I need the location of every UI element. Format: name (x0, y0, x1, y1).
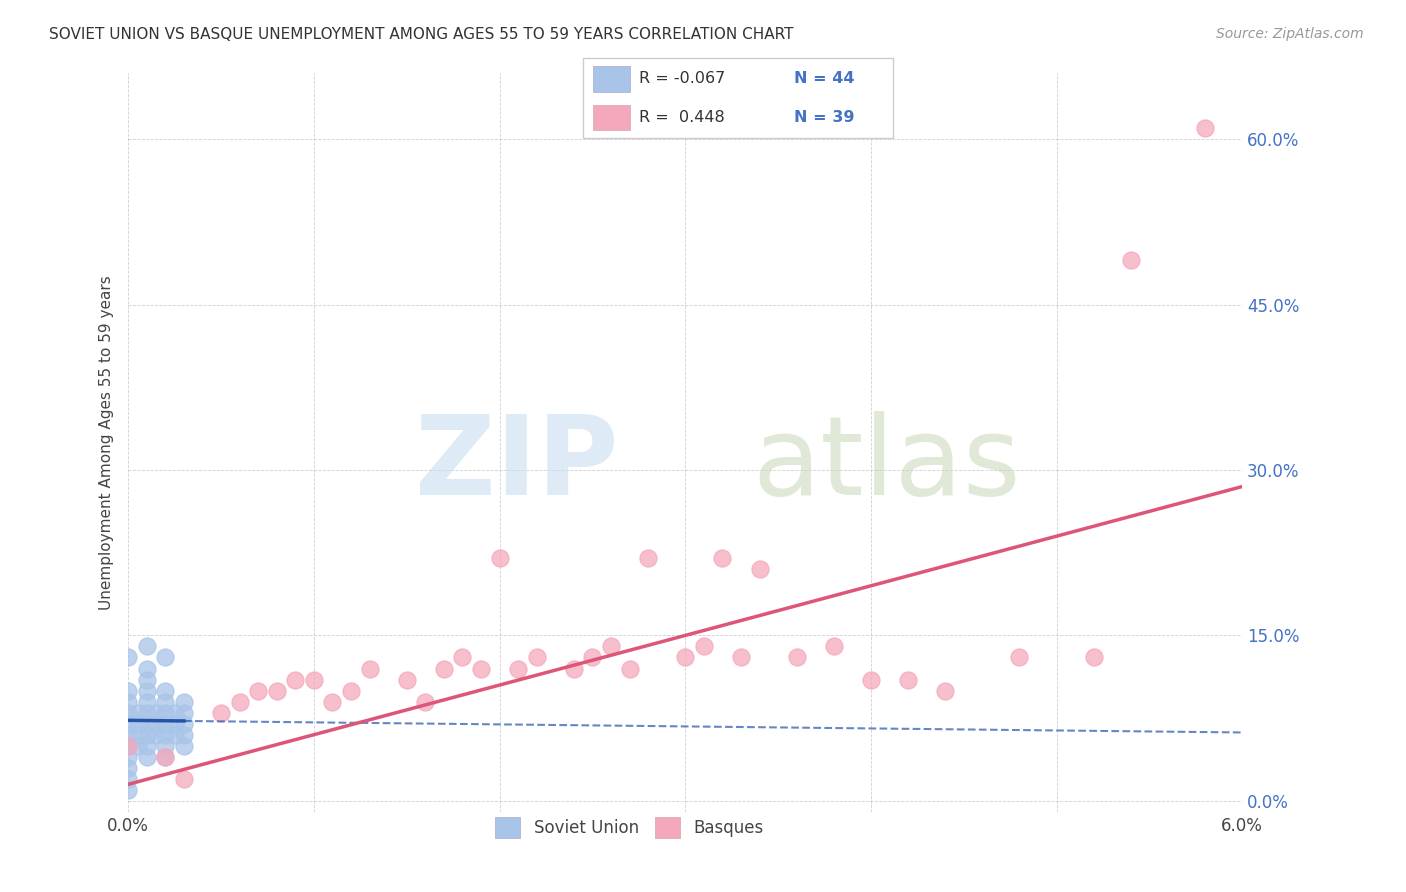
Text: R = -0.067: R = -0.067 (640, 71, 725, 87)
Point (117, 761, 139, 775)
Point (748, 562, 770, 576)
Point (1008, 650, 1031, 665)
Point (173, 728, 195, 742)
Point (934, 683, 956, 698)
Point (117, 728, 139, 742)
Point (284, 673, 307, 687)
Point (637, 551, 659, 566)
Point (433, 661, 456, 675)
Point (302, 673, 325, 687)
Point (117, 706, 139, 720)
Point (155, 683, 177, 698)
Point (155, 739, 177, 753)
Text: Source: ZipAtlas.com: Source: ZipAtlas.com (1216, 27, 1364, 41)
Point (823, 640, 845, 654)
Point (163, 706, 186, 720)
Point (135, 661, 157, 675)
Point (508, 661, 530, 675)
Point (135, 683, 157, 698)
Point (266, 683, 288, 698)
Point (711, 551, 734, 566)
Point (600, 640, 623, 654)
Point (117, 739, 139, 753)
Point (117, 772, 139, 786)
Point (135, 739, 157, 753)
Point (155, 728, 177, 742)
Point (173, 706, 195, 720)
Point (117, 650, 139, 665)
Point (163, 716, 186, 731)
Point (173, 695, 195, 709)
Point (117, 739, 139, 753)
Point (135, 673, 157, 687)
Text: N = 44: N = 44 (794, 71, 855, 87)
Point (1119, 253, 1142, 268)
Point (117, 749, 139, 764)
Point (619, 661, 641, 675)
Point (155, 749, 177, 764)
Point (155, 716, 177, 731)
Point (340, 683, 363, 698)
Point (1083, 650, 1105, 665)
Point (581, 650, 603, 665)
Point (117, 683, 139, 698)
Point (321, 695, 343, 709)
Point (415, 695, 437, 709)
Point (135, 749, 157, 764)
Text: SOVIET UNION VS BASQUE UNEMPLOYMENT AMONG AGES 55 TO 59 YEARS CORRELATION CHART: SOVIET UNION VS BASQUE UNEMPLOYMENT AMON… (49, 27, 794, 42)
Point (228, 695, 250, 709)
Point (127, 728, 149, 742)
FancyBboxPatch shape (593, 104, 630, 130)
Point (526, 650, 548, 665)
Y-axis label: Unemployment Among Ages 55 to 59 years: Unemployment Among Ages 55 to 59 years (100, 275, 114, 610)
Point (117, 695, 139, 709)
Point (562, 661, 585, 675)
Point (470, 661, 492, 675)
Point (145, 716, 167, 731)
Point (155, 695, 177, 709)
Point (451, 650, 474, 665)
Point (173, 716, 195, 731)
FancyBboxPatch shape (593, 66, 630, 92)
Point (127, 706, 149, 720)
Point (488, 551, 510, 566)
Point (117, 782, 139, 797)
Point (145, 728, 167, 742)
Point (163, 728, 186, 742)
Text: R =  0.448: R = 0.448 (640, 110, 725, 125)
Point (730, 650, 752, 665)
Point (786, 650, 808, 665)
Point (395, 673, 418, 687)
Point (155, 706, 177, 720)
Point (173, 739, 195, 753)
Point (359, 661, 381, 675)
Point (117, 716, 139, 731)
Point (135, 695, 157, 709)
Point (135, 728, 157, 742)
Point (173, 772, 195, 786)
Point (135, 716, 157, 731)
Point (693, 640, 716, 654)
Point (247, 683, 270, 698)
Text: atlas: atlas (752, 411, 1021, 518)
Point (1194, 121, 1216, 136)
Point (155, 650, 177, 665)
Point (127, 716, 149, 731)
Point (155, 749, 177, 764)
Point (135, 640, 157, 654)
Point (673, 650, 696, 665)
Text: N = 39: N = 39 (794, 110, 855, 125)
Point (859, 673, 882, 687)
Point (209, 706, 232, 720)
Point (135, 706, 157, 720)
Point (897, 673, 920, 687)
Point (127, 739, 149, 753)
Text: ZIP: ZIP (415, 411, 619, 518)
Legend: Soviet Union, Basques: Soviet Union, Basques (488, 811, 770, 844)
FancyBboxPatch shape (583, 58, 893, 138)
Point (145, 706, 167, 720)
